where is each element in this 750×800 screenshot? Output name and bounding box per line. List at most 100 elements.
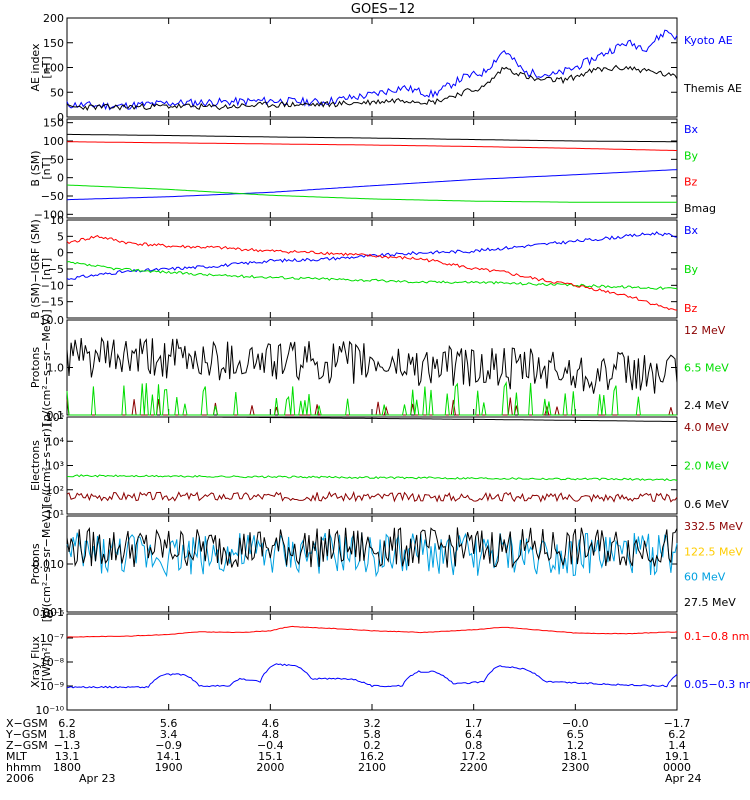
y-tick-label: 10¹ bbox=[46, 508, 64, 521]
y-tick-label: 1.0 bbox=[47, 362, 65, 375]
legend-label: By bbox=[684, 263, 699, 276]
series-line bbox=[67, 416, 677, 422]
orbit-value: 0.8 bbox=[464, 739, 483, 752]
orbit-value: 6.4 bbox=[464, 728, 483, 741]
y-tick-label: 150 bbox=[43, 37, 64, 50]
orbit-value: −0.9 bbox=[155, 739, 183, 752]
series-line bbox=[66, 29, 678, 111]
legend-label: Bx bbox=[684, 224, 699, 237]
orbit-value: 0000 bbox=[663, 761, 691, 774]
y-tick-label: 100 bbox=[43, 62, 64, 75]
orbit-value: 4.8 bbox=[261, 728, 280, 741]
plot-title: GOES−12 bbox=[351, 2, 415, 17]
orbit-value: 5.8 bbox=[363, 728, 381, 741]
orbit-row-label: X−GSM bbox=[6, 717, 48, 730]
orbit-row: MLT 13.1 14.1 15.1 16.2 17.2 18.1 19.1 bbox=[0, 751, 750, 763]
orbit-value: 17.2 bbox=[461, 750, 486, 763]
orbit-value: 3.2 bbox=[363, 717, 381, 730]
orbit-row: Y−GSM 1.8 3.4 4.8 5.8 6.4 6.5 6.2 bbox=[0, 729, 750, 741]
orbit-value: 1.8 bbox=[58, 728, 76, 741]
legend-label: 4.0 MeV bbox=[684, 421, 729, 434]
legend-label: 0.6 MeV bbox=[684, 498, 729, 511]
orbit-value: 6.2 bbox=[58, 717, 76, 730]
orbit-value: 1.2 bbox=[566, 739, 585, 752]
orbit-row: Z−GSM −1.3 −0.9 −0.4 0.2 0.8 1.2 1.4 bbox=[0, 740, 750, 752]
y-tick-label: 0 bbox=[57, 111, 64, 124]
orbit-value: 14.1 bbox=[156, 750, 181, 763]
y-axis-label: Protons bbox=[29, 347, 42, 388]
y-tick-label: 10³ bbox=[46, 460, 64, 473]
orbit-value: Apr 23 bbox=[79, 772, 116, 785]
orbit-value: 2300 bbox=[561, 761, 590, 774]
orbit-value: −1.3 bbox=[53, 739, 81, 752]
y-tick-label: 5 bbox=[57, 230, 64, 243]
y-tick-label: 200 bbox=[43, 12, 64, 25]
y-tick-label: 0 bbox=[57, 172, 64, 185]
legend-label: 60 MeV bbox=[684, 571, 726, 584]
y-axis-label: B (SM) bbox=[29, 150, 42, 186]
orbit-value: Apr 24 bbox=[665, 772, 702, 785]
series-line bbox=[66, 141, 677, 151]
y-tick-label: 10⁴ bbox=[46, 435, 65, 448]
y-tick-label: 10⁵ bbox=[46, 411, 64, 424]
y-tick-label: 10⁻¹⁰ bbox=[35, 704, 64, 717]
orbit-value: −1.7 bbox=[663, 717, 691, 730]
y-tick-label: 150 bbox=[43, 117, 64, 130]
series-line bbox=[66, 235, 678, 311]
series-line bbox=[66, 625, 678, 638]
y-tick-label: 10⁻⁸ bbox=[40, 656, 65, 669]
orbit-value: 1900 bbox=[154, 761, 183, 774]
orbit-value: 1.7 bbox=[464, 717, 483, 730]
legend-label: 332.5 MeV bbox=[684, 520, 743, 533]
orbit-value: 13.1 bbox=[54, 750, 80, 763]
orbit-value: 15.1 bbox=[258, 750, 283, 763]
orbit-row-label: MLT bbox=[6, 750, 27, 763]
y-tick-label: −100 bbox=[34, 208, 64, 221]
series-line bbox=[66, 184, 677, 203]
orbit-value: 16.2 bbox=[359, 750, 385, 763]
series-line bbox=[66, 532, 678, 578]
panel-xray: 10⁻¹⁰ 10⁻⁹ 10⁻⁸ 10⁻⁷ 10⁻⁶ Xray Flux[W/m²] 0.1−… bbox=[29, 608, 750, 717]
series-line bbox=[66, 64, 678, 112]
legend-label: 12 MeV bbox=[684, 324, 726, 337]
panel-frame bbox=[66, 613, 678, 711]
legend-label: 2.4 MeV bbox=[684, 399, 729, 412]
legend-label: 6.5 MeV bbox=[684, 362, 729, 375]
legend-label: 0.1−0.8 nm bbox=[684, 630, 749, 643]
orbit-value: 0.2 bbox=[363, 739, 381, 752]
y-tick-label: 10⁻⁹ bbox=[40, 680, 64, 693]
y-tick-label: −5 bbox=[48, 263, 64, 276]
legend-label: Bmag bbox=[684, 202, 716, 215]
panel-frame bbox=[66, 515, 678, 613]
y-axis-label: [W/m²] bbox=[40, 643, 53, 681]
legend-label: 27.5 MeV bbox=[684, 596, 736, 609]
orbit-value: 1.4 bbox=[668, 739, 686, 752]
orbit-row-label: 2006 bbox=[6, 772, 34, 785]
orbit-value: −0.0 bbox=[561, 717, 589, 730]
y-tick-label: 10² bbox=[46, 484, 64, 497]
legend-label: 2.0 MeV bbox=[684, 460, 729, 473]
orbit-value: 2100 bbox=[358, 761, 386, 774]
orbit-row-label: Y−GSM bbox=[6, 728, 47, 741]
orbit-value: 18.1 bbox=[563, 750, 588, 763]
orbit-value: 19.1 bbox=[664, 750, 690, 763]
series-line bbox=[66, 526, 678, 569]
y-tick-label: 0.1 bbox=[47, 409, 65, 422]
legend-label: 122.5 MeV bbox=[684, 545, 743, 558]
orbit-value: 1800 bbox=[53, 761, 81, 774]
series-line bbox=[66, 490, 678, 503]
y-axis-label: [nT] bbox=[40, 56, 53, 78]
orbit-value: 6.5 bbox=[566, 728, 585, 741]
orbit-row-label: Z−GSM bbox=[6, 739, 48, 752]
panel-frame bbox=[66, 118, 678, 219]
orbit-row: hhmm 1800 1900 2000 2100 2200 2300 0000 bbox=[0, 762, 750, 774]
y-axis-label: [e/(cm²−s−sr)] bbox=[40, 424, 53, 507]
series-line bbox=[66, 474, 678, 482]
y-axis-label: [nT] bbox=[40, 157, 53, 179]
orbit-row: X−GSM 6.2 5.6 4.6 3.2 1.7 −0.0 −1.7 bbox=[0, 718, 750, 730]
y-tick-label: 10.0 bbox=[40, 314, 65, 327]
y-axis-label: AE index bbox=[29, 43, 42, 92]
panel-frame bbox=[66, 219, 678, 319]
y-tick-label: 50 bbox=[50, 153, 64, 166]
y-tick-label: 0.010 bbox=[33, 558, 65, 571]
